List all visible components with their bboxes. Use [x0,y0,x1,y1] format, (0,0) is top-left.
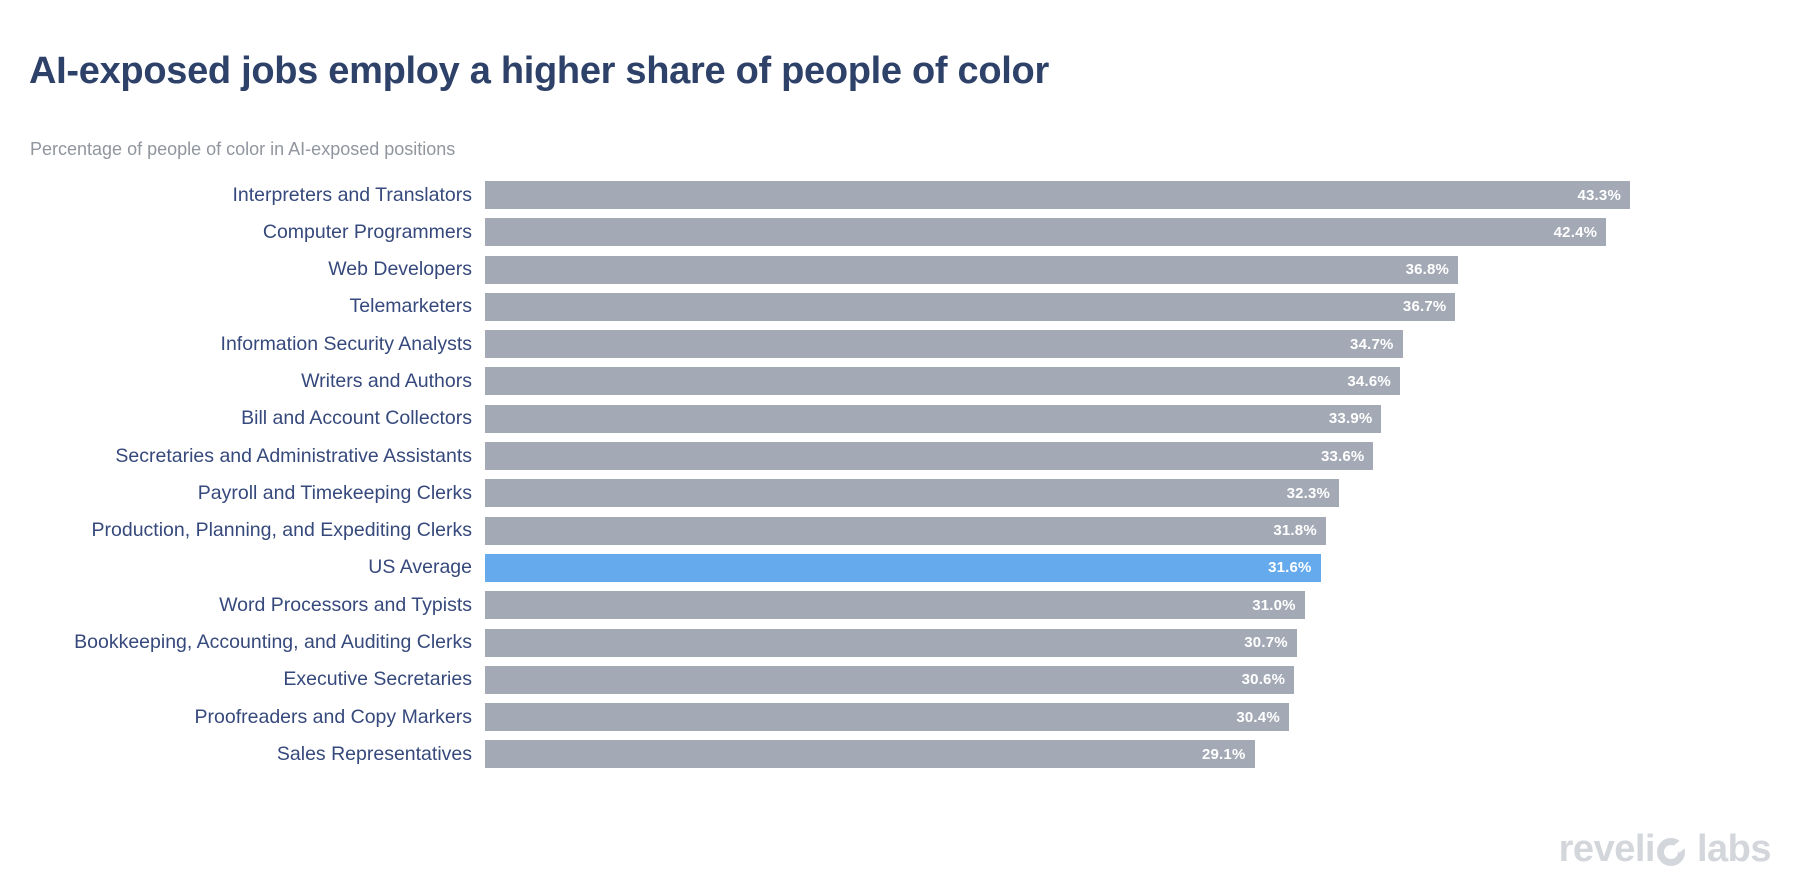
value-label: 30.6% [1241,671,1286,689]
category-label: Bookkeeping, Accounting, and Auditing Cl… [74,631,472,654]
bar-row: Payroll and Timekeeping Clerks 32.3% [0,479,1797,508]
value-label: 29.1% [1201,745,1246,763]
category-label: Production, Planning, and Expediting Cle… [91,519,472,542]
logo-word2: labs [1696,828,1772,870]
bar-track: 34.6% [485,367,1630,396]
bar-row: Telemarketers 36.7% [0,292,1797,321]
bar-track: 43.3% [485,181,1630,209]
bar-row: Interpreters and Translators 43.3% [0,181,1797,209]
category-label: Information Security Analysts [220,332,472,355]
value-label: 31.0% [1252,596,1296,614]
bar-track: 42.4% [485,218,1630,247]
bar: 31.6% [485,553,1321,582]
chart-title: AI-exposed jobs employ a higher share of… [29,50,1049,93]
value-label: 33.6% [1320,447,1365,465]
value-label: 36.8% [1405,261,1450,279]
category-label: US Average [368,556,472,579]
category-label: Telemarketers [349,295,472,318]
value-label: 30.7% [1244,634,1288,652]
bar-row: Writers and Authors 34.6% [0,367,1797,396]
bar-track: 36.8% [485,255,1630,284]
bar-row: Information Security Analysts 34.7% [0,330,1797,359]
bar-track: 30.7% [485,628,1630,657]
bar-track: 29.1% [485,740,1630,769]
bar: 43.3% [485,181,1630,209]
bar-row: Computer Programmers 42.4% [0,218,1797,247]
bar-row: Web Developers 36.8% [0,255,1797,284]
category-label: Bill and Account Collectors [241,407,472,430]
bar-row: US Average 31.6% [0,553,1797,582]
category-label: Sales Representatives [276,742,472,765]
bar: 33.6% [485,442,1374,471]
value-label: 32.3% [1286,484,1331,502]
value-label: 34.6% [1347,372,1391,390]
bar-track: 30.4% [485,703,1630,732]
revelio-labs-logo: reveli labs [1558,828,1772,871]
category-label: Interpreters and Translators [232,183,472,206]
bar-track: 33.6% [485,442,1630,471]
bar: 29.1% [485,740,1255,769]
bar-track: 31.6% [485,553,1630,582]
revelio-o-icon [1656,837,1685,866]
bar-rows: Interpreters and Translators 43.3% Compu… [0,181,1797,769]
bar-row: Production, Planning, and Expediting Cle… [0,516,1797,545]
bar-row: Word Processors and Typists 31.0% [0,591,1797,620]
category-label: Computer Programmers [262,220,472,243]
value-label: 30.4% [1236,708,1280,726]
bar: 32.3% [485,479,1340,508]
value-label: 31.8% [1273,522,1317,540]
bar: 36.8% [485,255,1459,284]
category-label: Web Developers [328,258,472,281]
bar-track: 36.7% [485,292,1630,321]
bar-track: 33.9% [485,404,1630,433]
bar-track: 31.8% [485,516,1630,545]
value-label: 36.7% [1402,298,1447,316]
bar: 30.7% [485,628,1297,657]
category-label: Executive Secretaries [283,668,472,691]
bar-row: Bookkeeping, Accounting, and Auditing Cl… [0,628,1797,657]
bar: 31.8% [485,516,1326,545]
bar-track: 31.0% [485,591,1630,620]
value-label: 34.7% [1350,335,1394,353]
bar-row: Secretaries and Administrative Assistant… [0,442,1797,471]
bar: 30.4% [485,703,1289,732]
bar: 33.9% [485,404,1382,433]
logo-word1: reveli [1558,828,1656,870]
value-label: 33.9% [1328,410,1373,428]
value-label: 43.3% [1577,186,1621,204]
bar: 30.6% [485,665,1295,694]
bar-row: Sales Representatives 29.1% [0,740,1797,769]
value-label: 31.6% [1268,559,1312,577]
bar-row: Executive Secretaries 30.6% [0,665,1797,694]
category-label: Word Processors and Typists [219,593,472,616]
bar-row: Bill and Account Collectors 33.9% [0,404,1797,433]
value-label: 42.4% [1553,223,1598,241]
category-label: Proofreaders and Copy Markers [194,705,472,728]
bar-track: 34.7% [485,330,1630,359]
bar-track: 32.3% [485,479,1630,508]
bar: 36.7% [485,292,1456,321]
bar-row: Proofreaders and Copy Markers 30.4% [0,703,1797,732]
bar: 42.4% [485,218,1607,247]
bar: 34.7% [485,330,1403,359]
chart-subtitle: Percentage of people of color in AI-expo… [30,139,456,159]
category-label: Secretaries and Administrative Assistant… [115,444,472,467]
category-label: Writers and Authors [301,369,472,392]
category-label: Payroll and Timekeeping Clerks [197,481,472,504]
bar-track: 30.6% [485,665,1630,694]
bar: 31.0% [485,591,1305,620]
bar: 34.6% [485,367,1400,396]
